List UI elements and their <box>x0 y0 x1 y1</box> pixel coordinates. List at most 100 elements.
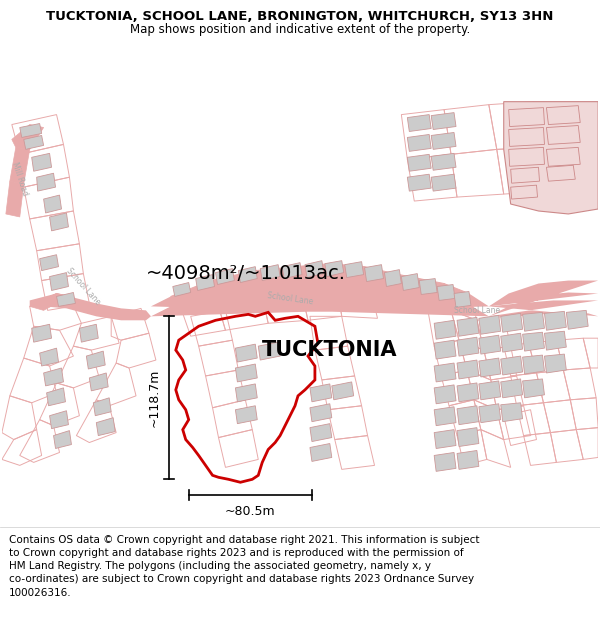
Polygon shape <box>29 294 151 320</box>
Polygon shape <box>96 418 115 436</box>
Polygon shape <box>89 373 108 391</box>
Polygon shape <box>547 165 575 181</box>
Polygon shape <box>235 344 257 362</box>
Polygon shape <box>365 264 383 281</box>
Polygon shape <box>547 148 580 166</box>
Polygon shape <box>235 406 257 424</box>
Polygon shape <box>44 195 61 213</box>
Polygon shape <box>40 348 59 366</box>
Polygon shape <box>37 173 56 191</box>
Polygon shape <box>457 318 479 336</box>
Polygon shape <box>434 452 456 471</box>
Polygon shape <box>479 381 501 400</box>
Polygon shape <box>544 354 566 373</box>
Polygon shape <box>434 407 456 426</box>
Polygon shape <box>434 340 456 359</box>
Polygon shape <box>40 255 59 271</box>
Text: Mill Road: Mill Road <box>10 161 29 198</box>
Polygon shape <box>407 154 431 171</box>
Polygon shape <box>509 127 544 146</box>
Polygon shape <box>434 385 456 404</box>
Polygon shape <box>489 301 598 316</box>
Polygon shape <box>50 272 68 291</box>
Polygon shape <box>20 124 41 138</box>
Polygon shape <box>345 262 364 278</box>
Polygon shape <box>523 332 544 351</box>
Polygon shape <box>431 132 456 149</box>
Polygon shape <box>434 429 456 449</box>
Polygon shape <box>79 324 98 342</box>
Polygon shape <box>479 316 501 334</box>
Polygon shape <box>332 382 353 400</box>
Polygon shape <box>523 355 544 374</box>
Polygon shape <box>479 404 501 422</box>
Polygon shape <box>32 324 52 342</box>
Polygon shape <box>53 431 71 449</box>
Polygon shape <box>12 124 44 149</box>
Polygon shape <box>310 424 332 441</box>
Polygon shape <box>431 112 456 129</box>
Polygon shape <box>310 444 332 461</box>
Text: Contains OS data © Crown copyright and database right 2021. This information is : Contains OS data © Crown copyright and d… <box>9 535 479 598</box>
Polygon shape <box>173 282 191 296</box>
Text: TUCKTONIA, SCHOOL LANE, BRONINGTON, WHITCHURCH, SY13 3HN: TUCKTONIA, SCHOOL LANE, BRONINGTON, WHIT… <box>46 10 554 23</box>
Polygon shape <box>511 185 538 199</box>
Polygon shape <box>457 383 479 402</box>
Polygon shape <box>385 269 401 286</box>
Text: School Lane: School Lane <box>454 306 500 315</box>
Polygon shape <box>501 379 523 398</box>
Polygon shape <box>238 267 257 282</box>
Polygon shape <box>215 269 235 284</box>
Polygon shape <box>235 364 257 382</box>
Polygon shape <box>56 292 76 306</box>
Polygon shape <box>457 451 479 469</box>
Polygon shape <box>305 261 324 278</box>
Polygon shape <box>407 114 431 131</box>
Polygon shape <box>24 136 44 149</box>
Polygon shape <box>547 106 580 124</box>
Polygon shape <box>523 312 544 331</box>
Polygon shape <box>86 351 105 369</box>
Polygon shape <box>501 333 523 352</box>
Polygon shape <box>431 174 456 191</box>
Text: TUCKTONIA: TUCKTONIA <box>262 340 398 360</box>
Polygon shape <box>544 311 566 330</box>
Polygon shape <box>260 264 280 281</box>
Text: ~118.7m: ~118.7m <box>148 369 161 427</box>
Polygon shape <box>434 320 456 339</box>
Polygon shape <box>325 261 344 277</box>
Polygon shape <box>10 148 29 184</box>
Text: ~80.5m: ~80.5m <box>225 505 275 518</box>
Polygon shape <box>434 363 456 382</box>
Polygon shape <box>457 406 479 424</box>
Polygon shape <box>44 368 64 386</box>
Polygon shape <box>6 181 24 217</box>
Polygon shape <box>235 384 257 402</box>
Polygon shape <box>566 311 588 329</box>
Polygon shape <box>509 107 544 126</box>
Polygon shape <box>523 379 544 398</box>
Polygon shape <box>457 428 479 446</box>
Polygon shape <box>282 262 302 279</box>
Polygon shape <box>310 404 332 422</box>
Text: School Lane: School Lane <box>65 266 102 307</box>
Polygon shape <box>547 126 580 144</box>
Polygon shape <box>258 342 280 360</box>
Polygon shape <box>454 291 471 308</box>
Polygon shape <box>509 148 544 166</box>
Polygon shape <box>401 274 419 291</box>
Polygon shape <box>50 411 68 429</box>
Polygon shape <box>407 174 431 191</box>
Polygon shape <box>489 281 598 316</box>
Polygon shape <box>50 213 68 231</box>
Polygon shape <box>457 360 479 379</box>
Polygon shape <box>93 398 111 416</box>
Polygon shape <box>47 388 65 406</box>
Text: School Lane: School Lane <box>266 291 314 306</box>
Polygon shape <box>29 294 70 311</box>
Polygon shape <box>431 153 456 170</box>
Polygon shape <box>437 284 455 301</box>
Polygon shape <box>479 358 501 377</box>
Polygon shape <box>457 338 479 356</box>
Text: ~4098m²/~1.013ac.: ~4098m²/~1.013ac. <box>146 264 346 283</box>
